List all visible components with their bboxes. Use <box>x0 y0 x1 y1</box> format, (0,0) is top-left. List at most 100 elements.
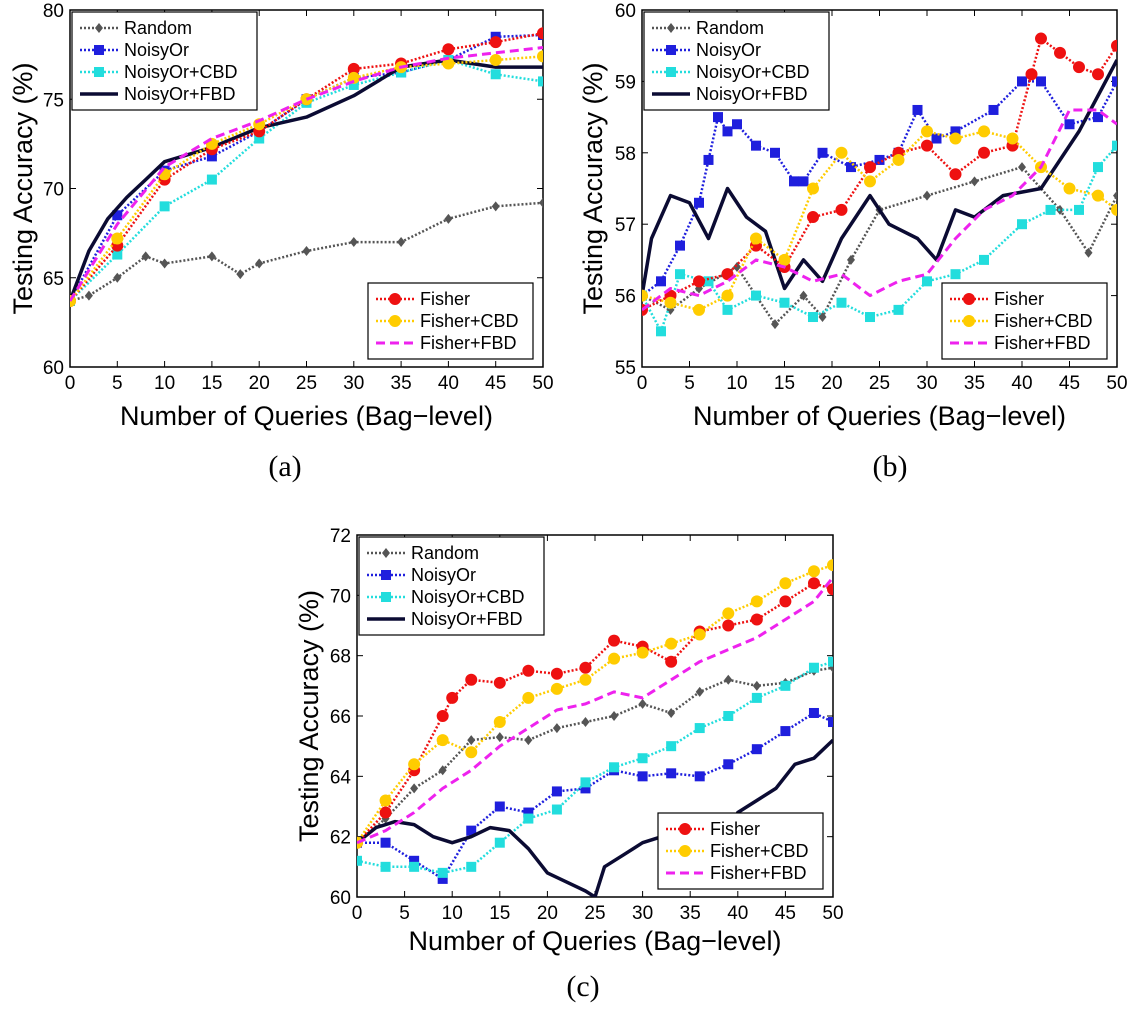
point-fisher <box>693 275 705 288</box>
point-random <box>638 698 647 709</box>
point-fisher <box>921 139 933 152</box>
point-fisher-cbd <box>522 691 535 704</box>
legend-label-fisher: Fisher <box>420 289 470 309</box>
point-noisyor-cbd <box>1074 204 1084 215</box>
point-fisher-cbd <box>347 71 360 84</box>
point-random <box>524 735 533 746</box>
x-tick-label: 5 <box>112 373 123 394</box>
point-fisher <box>489 36 502 49</box>
point-fisher <box>1092 68 1104 81</box>
point-noisyor <box>494 801 505 812</box>
legend-label-random: Random <box>696 18 764 38</box>
legend-label-noisyor: NoisyOr <box>124 40 189 60</box>
x-tick-label: 35 <box>964 373 985 394</box>
y-tick-label: 66 <box>330 707 351 728</box>
legend-label-fisher: Fisher <box>710 819 760 839</box>
point-random <box>771 319 779 330</box>
point-fisher <box>721 268 734 281</box>
x-tick-label: 40 <box>1011 373 1032 394</box>
legend-label-fisher-fbd: Fisher+FBD <box>710 863 807 883</box>
point-fisher-cbd <box>465 746 478 759</box>
x-tick-label: 20 <box>249 373 270 394</box>
point-noisyor-cbd <box>979 254 989 265</box>
point-noisyor-cbd <box>437 867 448 878</box>
point-noisyor-cbd <box>694 723 705 734</box>
legend-label-random: Random <box>411 543 479 563</box>
point-fisher <box>522 664 535 677</box>
point-random <box>667 707 676 718</box>
point-noisyor <box>798 176 809 187</box>
point-noisyor <box>723 759 734 770</box>
legend-marker-random <box>95 23 103 33</box>
point-fisher <box>750 613 763 626</box>
point-noisyor-cbd <box>538 76 543 87</box>
point-noisyor <box>751 744 762 755</box>
legend-label-fisher-cbd: Fisher+CBD <box>420 311 519 331</box>
x-tick-label: 10 <box>726 373 747 394</box>
point-noisyor <box>780 726 791 737</box>
point-fisher-cbd <box>778 253 791 266</box>
point-fisher <box>949 168 962 181</box>
point-random <box>847 254 855 265</box>
legend-marker-random <box>667 23 675 33</box>
point-noisyor-cbd <box>828 656 833 667</box>
point-noisyor-cbd <box>836 297 847 308</box>
point-noisyor-cbd <box>637 753 648 764</box>
point-random <box>141 251 150 262</box>
point-noisyor-cbd <box>808 662 819 673</box>
point-fisher <box>1073 61 1085 74</box>
x-tick-label: 50 <box>1106 373 1127 394</box>
point-noisyor <box>751 140 761 151</box>
point-fisher <box>665 655 678 668</box>
panel-caption: (a) <box>268 450 301 483</box>
legend-label-fisher-cbd: Fisher+CBD <box>710 841 809 861</box>
legend-marker-fisher <box>963 293 975 305</box>
series-line-fisher-fbd <box>357 576 833 845</box>
point-noisyor <box>789 176 799 187</box>
point-fisher <box>807 211 819 224</box>
point-noisyor-cbd <box>1017 219 1027 230</box>
legend-marker-fisher <box>679 823 691 835</box>
x-tick-label: 15 <box>201 373 222 394</box>
point-noisyor <box>666 768 677 779</box>
point-fisher-cbd <box>579 673 592 686</box>
y-tick-label: 62 <box>330 828 351 849</box>
point-noisyor <box>988 104 999 115</box>
point-noisyor <box>931 133 942 144</box>
point-random <box>539 197 543 208</box>
point-fisher-cbd <box>827 559 833 572</box>
point-fisher-cbd <box>665 637 678 650</box>
point-fisher <box>493 676 506 689</box>
x-axis-label: Number of Queries (Bag−level) <box>409 926 782 956</box>
point-noisyor <box>1036 76 1046 87</box>
legend-label-noisyor: NoisyOr <box>696 40 761 60</box>
point-fisher-cbd <box>636 646 649 659</box>
y-tick-label: 56 <box>615 287 636 308</box>
legend-label-fisher-fbd: Fisher+FBD <box>994 333 1091 353</box>
x-tick-label: 0 <box>352 903 363 924</box>
point-random <box>752 680 761 691</box>
point-random <box>438 765 447 776</box>
point-random <box>255 258 264 269</box>
point-fisher-cbd <box>693 303 705 316</box>
point-random <box>923 190 931 201</box>
point-fisher <box>1025 68 1038 81</box>
point-fisher <box>722 619 735 632</box>
legend-marker-fisher-cbd <box>389 315 401 327</box>
series-line-noisyor-fbd <box>70 58 543 302</box>
x-tick-label: 5 <box>399 903 410 924</box>
point-noisyor-cbd <box>409 861 420 872</box>
point-noisyor <box>1064 119 1075 130</box>
legend-marker-noisyor <box>666 45 676 55</box>
point-fisher <box>1054 46 1066 59</box>
legend-label-fisher-cbd: Fisher+CBD <box>994 311 1093 331</box>
point-noisyor <box>637 771 648 782</box>
x-tick-label: 25 <box>296 373 317 394</box>
point-noisyor-cbd <box>609 762 620 773</box>
x-axis-label: Number of Queries (Bag−level) <box>120 401 493 431</box>
point-random <box>410 783 419 794</box>
